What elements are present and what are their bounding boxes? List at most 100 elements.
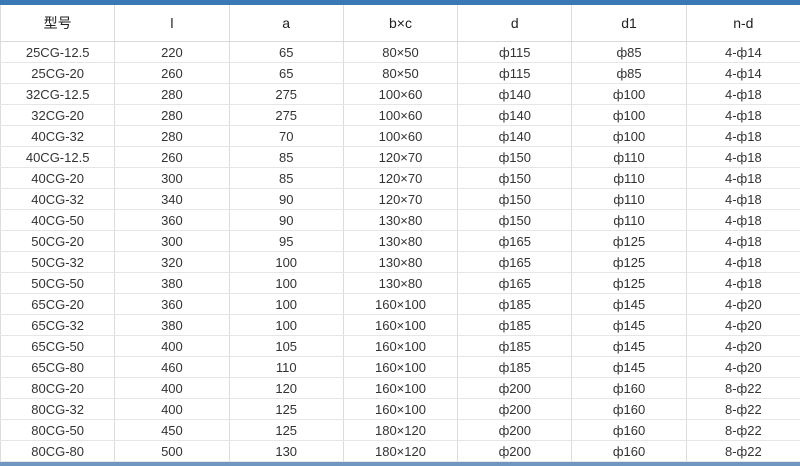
bottom-accent-bar: [0, 462, 800, 466]
table-cell: 4-ф18: [686, 105, 800, 126]
table-cell: 300: [115, 168, 229, 189]
table-cell: 4-ф20: [686, 315, 800, 336]
table-cell: ф110: [572, 168, 686, 189]
table-cell: 80×50: [343, 63, 457, 84]
table-cell: 120: [229, 378, 343, 399]
table-cell: 125: [229, 399, 343, 420]
header-cell: b×c: [343, 5, 457, 42]
table-cell: 125: [229, 420, 343, 441]
table-cell: ф145: [572, 315, 686, 336]
header-cell: d1: [572, 5, 686, 42]
table-cell: ф160: [572, 420, 686, 441]
table-cell: ф115: [458, 42, 572, 63]
table-cell: 4-ф18: [686, 147, 800, 168]
table-cell: 4-ф18: [686, 252, 800, 273]
table-cell: 80×50: [343, 42, 457, 63]
table-cell: ф110: [572, 147, 686, 168]
table-cell: 500: [115, 441, 229, 462]
table-cell: 160×100: [343, 294, 457, 315]
table-cell: 130×80: [343, 273, 457, 294]
table-cell: 65: [229, 42, 343, 63]
table-cell: 4-ф18: [686, 273, 800, 294]
table-cell: 65CG-50: [1, 336, 115, 357]
table-cell: 105: [229, 336, 343, 357]
table-cell: 25CG-20: [1, 63, 115, 84]
table-cell: 380: [115, 315, 229, 336]
table-cell: 32CG-20: [1, 105, 115, 126]
table-cell: 80CG-80: [1, 441, 115, 462]
table-cell: ф185: [458, 294, 572, 315]
table-cell: 50CG-20: [1, 231, 115, 252]
table-cell: 320: [115, 252, 229, 273]
table-cell: 340: [115, 189, 229, 210]
table-cell: 4-ф14: [686, 63, 800, 84]
table-cell: 280: [115, 105, 229, 126]
table-cell: 80CG-20: [1, 378, 115, 399]
table-cell: ф185: [458, 357, 572, 378]
table-cell: 120×70: [343, 147, 457, 168]
table-cell: ф150: [458, 147, 572, 168]
table-cell: 160×100: [343, 336, 457, 357]
table-cell: 40CG-50: [1, 210, 115, 231]
table-cell: 460: [115, 357, 229, 378]
table-cell: 400: [115, 336, 229, 357]
header-cell: n-d: [686, 5, 800, 42]
table-cell: 90: [229, 189, 343, 210]
table-cell: 90: [229, 210, 343, 231]
table-cell: 8-ф22: [686, 399, 800, 420]
table-cell: 50CG-50: [1, 273, 115, 294]
table-cell: 160×100: [343, 357, 457, 378]
table-cell: ф185: [458, 315, 572, 336]
table-cell: 4-ф20: [686, 357, 800, 378]
table-cell: 65: [229, 63, 343, 84]
table-cell: ф125: [572, 231, 686, 252]
table-cell: ф200: [458, 378, 572, 399]
header-cell: 型号: [1, 5, 115, 42]
table-cell: 40CG-12.5: [1, 147, 115, 168]
table-cell: ф145: [572, 336, 686, 357]
table-cell: 220: [115, 42, 229, 63]
table-cell: 8-ф22: [686, 441, 800, 462]
table-cell: 85: [229, 147, 343, 168]
table-cell: 4-ф18: [686, 231, 800, 252]
table-cell: 40CG-20: [1, 168, 115, 189]
table-cell: 400: [115, 399, 229, 420]
table-cell: 8-ф22: [686, 420, 800, 441]
table-cell: 100×60: [343, 84, 457, 105]
table-cell: ф185: [458, 336, 572, 357]
table-cell: 275: [229, 84, 343, 105]
table-cell: 65CG-20: [1, 294, 115, 315]
table-cell: 4-ф20: [686, 336, 800, 357]
table-cell: ф165: [458, 252, 572, 273]
table-cell: 40CG-32: [1, 189, 115, 210]
table-cell: 80CG-50: [1, 420, 115, 441]
table-cell: 360: [115, 210, 229, 231]
table-cell: 130×80: [343, 210, 457, 231]
table-cell: 85: [229, 168, 343, 189]
table-cell: ф140: [458, 126, 572, 147]
table-cell: 400: [115, 378, 229, 399]
table-cell: 4-ф14: [686, 42, 800, 63]
table-cell: ф200: [458, 420, 572, 441]
table-cell: ф145: [572, 294, 686, 315]
header-cell: l: [115, 5, 229, 42]
table-cell: ф125: [572, 252, 686, 273]
table-cell: 130: [229, 441, 343, 462]
